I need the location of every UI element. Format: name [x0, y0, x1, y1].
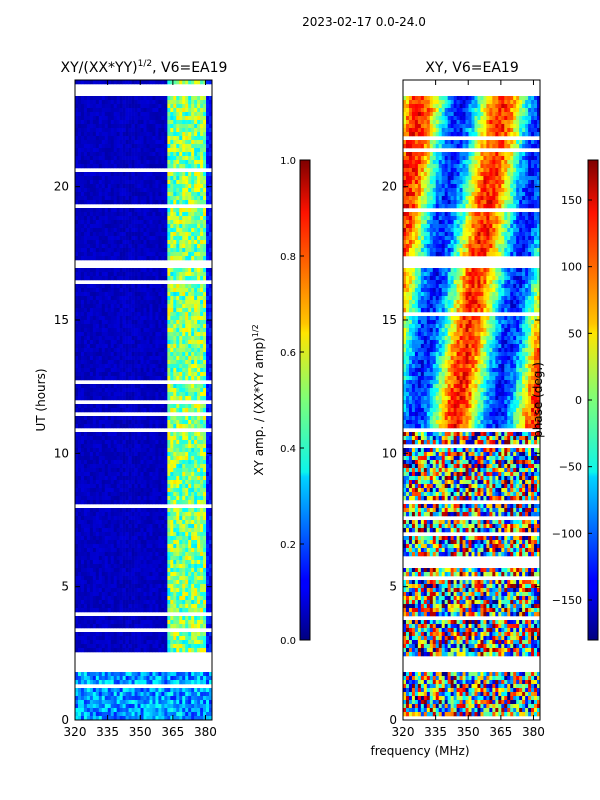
y-tick-label: 10	[382, 446, 397, 460]
amplitude-plot-frame	[74, 79, 213, 721]
phase-heatmap	[403, 96, 540, 717]
amplitude-colorbar-ticks: 0.0 0.2 0.4 0.6 0.8 1.0	[280, 156, 304, 647]
colorbar-tick-label: 1.0	[280, 156, 296, 167]
amplitude-colorbar-label: XY amp. / (XX*YY amp)1/2	[251, 324, 266, 475]
right-panel-title: XY, V6=EA19	[425, 60, 519, 76]
x-tick-label: 335	[96, 725, 119, 739]
colorbar-tick-label: 0.4	[280, 444, 296, 455]
colorbar-tick-label: 0.2	[280, 540, 296, 551]
x-tick-label: 380	[522, 725, 545, 739]
x-tick-label: 350	[129, 725, 152, 739]
colorbar-tick-label: −100	[552, 527, 582, 540]
x-tick-label: 365	[161, 725, 184, 739]
x-tick-label: 320	[64, 725, 87, 739]
y-tick-label: 0	[389, 713, 397, 727]
amplitude-axes: 320 335 350 365 380 0 5 10 15 20	[54, 80, 217, 739]
colorbar-tick-label: −150	[552, 594, 582, 607]
y-tick-label: 20	[54, 180, 69, 194]
y-tick-label: 20	[382, 180, 397, 194]
colorbar-tick-label: 100	[561, 261, 582, 274]
x-tick-label: 380	[194, 725, 217, 739]
colorbar-tick-label: 0.8	[280, 252, 296, 263]
phase-colorbar-label: phase (deg.)	[531, 362, 545, 438]
y-tick-label: 5	[61, 580, 69, 594]
x-tick-label: 320	[392, 725, 415, 739]
y-tick-label: 0	[61, 713, 69, 727]
amplitude-heatmap	[75, 80, 212, 720]
phase-plot-frame	[402, 79, 541, 721]
colorbar-tick-label: 0.6	[280, 348, 296, 359]
phase-axes: 320 335 350 365 380 0 5 10 15 20	[382, 80, 545, 739]
ut-axis-label: UT (hours)	[34, 368, 48, 431]
colorbar-tick-label: 0.0	[280, 636, 296, 647]
colorbar-tick-label: 50	[568, 327, 582, 340]
colorbar-tick-label: −50	[559, 461, 582, 474]
y-tick-label: 15	[54, 313, 69, 327]
x-tick-label: 350	[457, 725, 480, 739]
y-tick-label: 15	[382, 313, 397, 327]
colorbar-tick-label: 0	[575, 394, 582, 407]
amplitude-colorbar	[299, 159, 311, 641]
x-tick-label: 335	[424, 725, 447, 739]
frequency-axis-label: frequency (MHz)	[370, 744, 469, 758]
left-panel-title: XY/(XX*YY)1/2, V6=EA19	[61, 59, 228, 76]
figure-title: 2023-02-17 0.0-24.0	[302, 15, 426, 29]
colorbar-tick-label: 150	[561, 194, 582, 207]
phase-colorbar-ticks: 150 100 50 0 −50 −100 −150	[552, 194, 592, 607]
y-tick-label: 5	[389, 580, 397, 594]
y-tick-label: 10	[54, 446, 69, 460]
x-tick-label: 365	[489, 725, 512, 739]
